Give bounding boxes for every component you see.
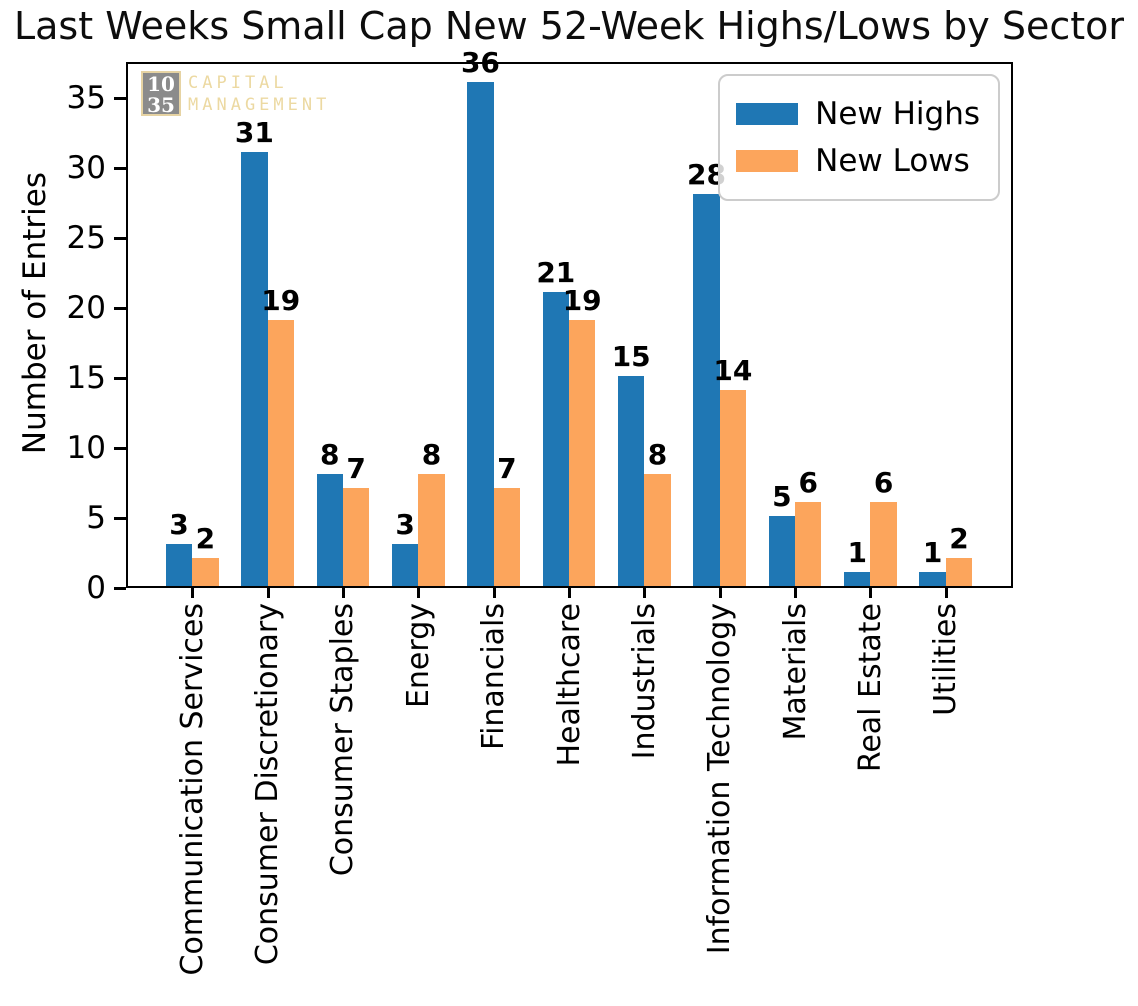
value-label-lows: 19 bbox=[261, 284, 301, 317]
y-tick bbox=[114, 166, 126, 170]
y-tick bbox=[114, 516, 126, 520]
x-tick-label: Industrials bbox=[626, 603, 662, 760]
x-tick-label: Financials bbox=[476, 603, 512, 750]
y-tick-label: 30 bbox=[66, 150, 106, 186]
bar-new-highs bbox=[919, 572, 946, 586]
value-label-highs: 21 bbox=[536, 256, 576, 289]
y-tick-label: 10 bbox=[66, 430, 106, 466]
value-label-lows: 6 bbox=[873, 466, 894, 499]
value-label-lows: 7 bbox=[497, 452, 517, 485]
value-label-lows: 14 bbox=[713, 354, 753, 387]
y-tick-label: 25 bbox=[66, 220, 106, 256]
bar-new-highs bbox=[241, 152, 268, 586]
legend: New Highs New Lows bbox=[718, 74, 1000, 201]
y-tick-label: 20 bbox=[66, 290, 106, 326]
bar-new-highs bbox=[165, 544, 193, 586]
plot-area: 3 2 31 19 8 7 3 8 36 7 21 19 15 8 28 14 5 6 1 6 1 2 10 35 CAP… bbox=[126, 48, 1013, 588]
chart-title: Last Weeks Small Cap New 52-Week Highs/L… bbox=[13, 4, 1125, 48]
bar-new-lows bbox=[267, 320, 294, 586]
y-tick-label: 5 bbox=[86, 500, 106, 536]
bar-new-highs bbox=[391, 544, 419, 586]
bar-new-lows bbox=[719, 390, 747, 586]
bar-new-highs bbox=[844, 572, 871, 586]
y-tick bbox=[114, 446, 126, 450]
x-tick-label: Materials bbox=[777, 603, 813, 741]
value-label-highs: 15 bbox=[611, 340, 651, 373]
legend-item-new-lows: New Lows bbox=[736, 140, 980, 182]
bar-new-lows bbox=[493, 488, 520, 586]
x-tick bbox=[718, 588, 722, 598]
value-label-lows: 8 bbox=[421, 438, 442, 471]
y-tick bbox=[114, 236, 126, 240]
legend-label-new-highs: New Highs bbox=[815, 96, 980, 132]
bar-new-highs bbox=[316, 474, 343, 586]
value-label-highs: 1 bbox=[922, 536, 943, 569]
bar-new-highs bbox=[542, 292, 569, 586]
x-tick bbox=[191, 588, 195, 598]
x-tick bbox=[568, 588, 571, 598]
x-tick bbox=[417, 588, 421, 598]
bar-new-lows bbox=[418, 474, 445, 586]
x-tick-label: Consumer Discretionary bbox=[250, 603, 286, 966]
value-label-lows: 8 bbox=[647, 438, 668, 471]
value-label-lows: 6 bbox=[798, 466, 818, 499]
value-label-highs: 3 bbox=[169, 508, 189, 541]
x-tick bbox=[869, 588, 873, 598]
legend-swatch-new-highs bbox=[736, 103, 799, 125]
y-tick bbox=[114, 96, 126, 100]
x-tick-label: Healthcare bbox=[551, 603, 587, 767]
value-label-highs: 8 bbox=[319, 438, 340, 471]
watermark-label-top: CAPITAL bbox=[188, 73, 288, 93]
y-tick-label: 35 bbox=[66, 80, 106, 116]
bar-new-lows bbox=[795, 502, 822, 586]
value-label-highs: 3 bbox=[395, 508, 415, 541]
x-tick-label: Consumer Staples bbox=[325, 603, 361, 877]
x-tick bbox=[643, 588, 647, 598]
x-tick bbox=[944, 588, 948, 598]
legend-label-new-lows: New Lows bbox=[815, 143, 970, 179]
value-label-highs: 1 bbox=[847, 536, 867, 569]
x-tick bbox=[794, 588, 798, 598]
value-label-lows: 19 bbox=[562, 284, 602, 317]
y-tick bbox=[114, 586, 126, 590]
value-label-highs: 36 bbox=[460, 46, 500, 79]
watermark-logo-text: CAPITAL MANAGEMENT bbox=[188, 71, 330, 116]
watermark-label-bottom: MANAGEMENT bbox=[188, 95, 331, 115]
x-tick bbox=[266, 588, 270, 598]
x-tick-label: Information Technology bbox=[702, 603, 738, 955]
bar-new-highs bbox=[467, 82, 494, 586]
bar-new-lows bbox=[644, 474, 671, 586]
y-tick bbox=[114, 306, 126, 310]
bars-layer: 3 2 31 19 8 7 3 8 36 7 21 19 15 8 28 14 5 6 1 6 1 2 bbox=[128, 48, 1011, 586]
x-tick-label: Communication Services bbox=[174, 603, 210, 976]
y-tick-label: 15 bbox=[66, 360, 106, 396]
watermark-logo: 10 35 CAPITAL MANAGEMENT bbox=[141, 71, 330, 116]
x-tick-label: Real Estate bbox=[852, 603, 888, 773]
bar-new-lows bbox=[945, 558, 973, 586]
x-tick bbox=[341, 588, 345, 598]
bar-new-highs bbox=[768, 516, 796, 586]
legend-item-new-highs: New Highs bbox=[736, 93, 980, 135]
y-tick-label: 0 bbox=[86, 570, 106, 606]
x-tick-label: Utilities bbox=[928, 603, 964, 716]
watermark-number-top: 10 bbox=[147, 72, 175, 96]
value-label-lows: 2 bbox=[949, 522, 969, 555]
bar-new-lows bbox=[870, 502, 897, 586]
value-label-lows: 7 bbox=[346, 452, 366, 485]
bar-new-lows bbox=[569, 320, 596, 586]
bar-new-lows bbox=[192, 558, 219, 586]
legend-swatch-new-lows bbox=[736, 150, 799, 172]
value-label-lows: 2 bbox=[195, 522, 216, 555]
bar-new-highs bbox=[693, 194, 720, 586]
bar-new-lows bbox=[342, 488, 370, 586]
value-label-highs: 31 bbox=[234, 116, 274, 149]
watermark-logo-numbers: 10 35 bbox=[141, 71, 181, 116]
x-tick bbox=[492, 588, 496, 598]
watermark-number-bottom: 35 bbox=[147, 93, 175, 117]
bar-new-highs bbox=[617, 376, 645, 586]
y-tick bbox=[114, 376, 126, 380]
x-tick-label: Energy bbox=[400, 603, 436, 709]
value-label-highs: 5 bbox=[772, 480, 792, 513]
